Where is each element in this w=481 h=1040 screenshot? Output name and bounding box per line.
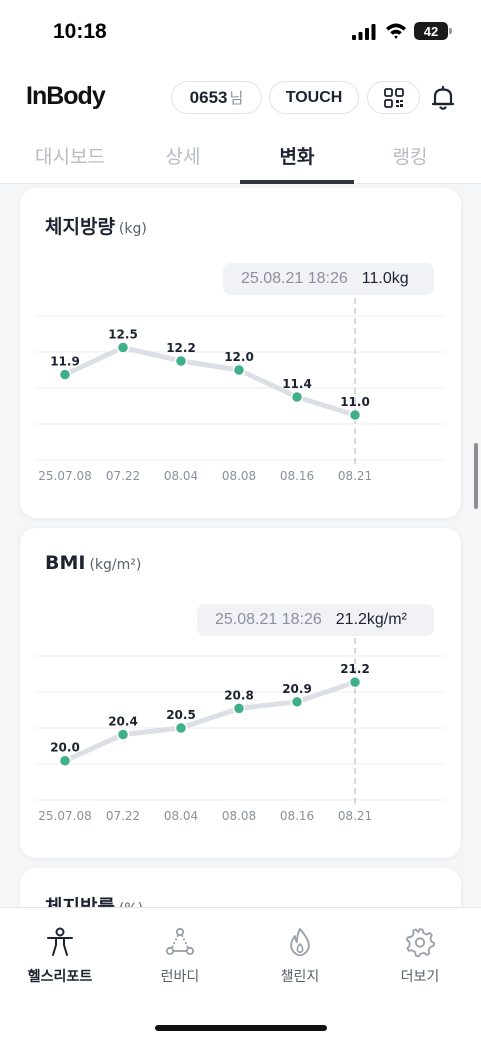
nav-label: 런바디 bbox=[160, 969, 200, 985]
user-id: 0653 bbox=[189, 87, 228, 107]
cellular-signal-icon bbox=[352, 24, 376, 40]
chart-tooltip: 25.08.21 18:26 21.2kg/m² bbox=[197, 604, 434, 636]
tab-bar: 대시보드 상세 변화 랭킹 bbox=[0, 136, 481, 184]
data-point[interactable] bbox=[58, 368, 72, 381]
data-point[interactable] bbox=[116, 341, 130, 354]
battery-tip bbox=[449, 28, 452, 34]
data-point[interactable] bbox=[174, 721, 188, 735]
card-title-unit: (kg) bbox=[118, 221, 147, 237]
qr-button[interactable] bbox=[367, 81, 420, 114]
person-icon bbox=[47, 927, 73, 956]
nav-challenge[interactable]: 챌린지 bbox=[250, 926, 350, 986]
battery-level: 42 bbox=[423, 23, 439, 39]
data-label: 12.2 bbox=[166, 341, 196, 355]
series-line bbox=[62, 679, 358, 764]
app-header: InBody 0653 님 TOUCH 대시보드 상세 변화 랭킹 bbox=[0, 62, 481, 184]
data-point[interactable] bbox=[348, 408, 362, 422]
bottom-nav: 헬스리포트 런바디 챌린지 더보기 bbox=[0, 907, 481, 1040]
data-label: 21.2 bbox=[340, 662, 370, 676]
x-tick-label: 07.22 bbox=[106, 469, 140, 483]
x-tick-label: 08.08 bbox=[222, 469, 256, 483]
card-title: 체지방률 (%) bbox=[45, 892, 143, 907]
chart-tooltip: 25.08.21 18:26 11.0kg bbox=[223, 263, 434, 295]
scrollbar[interactable] bbox=[474, 443, 478, 509]
tooltip-date: 25.08.21 18:26 bbox=[215, 611, 322, 628]
data-point[interactable] bbox=[58, 754, 72, 767]
gear-icon bbox=[405, 928, 435, 958]
nav-label: 헬스리포트 bbox=[27, 969, 93, 985]
nav-label: 더보기 bbox=[400, 969, 440, 985]
nav-runbody[interactable]: 런바디 bbox=[130, 926, 230, 986]
status-time: 10:18 bbox=[53, 20, 107, 43]
data-label: 20.9 bbox=[282, 682, 312, 696]
nav-more[interactable]: 더보기 bbox=[370, 926, 470, 986]
data-point[interactable] bbox=[348, 675, 362, 689]
card-title-unit: (kg/m²) bbox=[89, 557, 142, 573]
wifi-icon bbox=[386, 23, 406, 39]
data-label: 20.8 bbox=[224, 688, 254, 702]
x-tick-label: 25.07.08 bbox=[38, 809, 91, 823]
data-point[interactable] bbox=[232, 702, 246, 715]
data-label: 12.5 bbox=[108, 328, 138, 342]
notification-bell-icon[interactable] bbox=[430, 85, 456, 111]
body-fat-percent-card[interactable]: 체지방률 (%) bbox=[20, 868, 461, 907]
home-indicator bbox=[155, 1025, 327, 1031]
data-label: 20.0 bbox=[50, 741, 80, 755]
status-bar: 10:18 42 bbox=[0, 0, 481, 62]
data-label: 12.0 bbox=[224, 350, 254, 364]
tooltip-date: 25.08.21 18:26 bbox=[241, 270, 348, 287]
card-title-unit: (%) bbox=[119, 901, 143, 907]
data-label: 20.4 bbox=[108, 715, 138, 729]
card-title-text: 체지방량 bbox=[45, 216, 115, 238]
data-label: 11.4 bbox=[282, 377, 312, 391]
bmi-card[interactable]: BMI (kg/m²) 25.08.21 18:26 21.2kg/m² 20.0… bbox=[20, 528, 461, 858]
data-label: 11.0 bbox=[340, 395, 370, 409]
x-tick-label: 08.04 bbox=[164, 469, 198, 483]
flame-icon bbox=[290, 928, 310, 957]
tab-ranking[interactable]: 랭킹 bbox=[392, 146, 428, 168]
user-suffix: 님 bbox=[229, 90, 244, 107]
data-label: 11.9 bbox=[50, 355, 80, 369]
inbody-logo: InBody bbox=[26, 82, 106, 110]
card-title: 체지방량 (kg) bbox=[45, 212, 147, 239]
data-point[interactable] bbox=[232, 363, 246, 377]
tooltip-value: 21.2kg/m² bbox=[335, 611, 407, 628]
active-tab-indicator bbox=[240, 180, 354, 184]
x-tick-label: 08.21 bbox=[338, 469, 372, 483]
card-title: BMI (kg/m²) bbox=[45, 552, 141, 574]
x-tick-label: 07.22 bbox=[106, 809, 140, 823]
tab-dashboard[interactable]: 대시보드 bbox=[35, 146, 105, 168]
nav-health-report[interactable]: 헬스리포트 bbox=[10, 926, 110, 986]
touch-button[interactable]: TOUCH bbox=[269, 81, 359, 114]
body-fat-mass-card[interactable]: 체지방량 (kg) 25.08.21 18:26 11.0kg 11.9 25.07… bbox=[20, 188, 461, 518]
data-label: 20.5 bbox=[166, 708, 196, 722]
card-title-text: 체지방률 bbox=[45, 896, 115, 907]
triangle-nodes-icon bbox=[165, 927, 195, 956]
x-tick-label: 08.04 bbox=[164, 809, 198, 823]
data-point[interactable] bbox=[174, 354, 188, 368]
x-tick-label: 08.08 bbox=[222, 809, 256, 823]
qr-code-icon bbox=[383, 87, 404, 108]
card-title-text: BMI bbox=[45, 552, 86, 574]
series-line bbox=[62, 345, 358, 418]
body-fat-mass-chart[interactable]: 11.9 25.07.08 12.5 07.22 12.2 08.04 12.0 08.08 1… bbox=[20, 188, 461, 518]
data-point[interactable] bbox=[116, 728, 130, 741]
battery-icon: 42 bbox=[414, 22, 448, 40]
x-tick-label: 08.21 bbox=[338, 809, 372, 823]
tab-change[interactable]: 변화 bbox=[279, 146, 315, 168]
x-tick-label: 25.07.08 bbox=[38, 469, 91, 483]
data-point[interactable] bbox=[290, 390, 304, 404]
x-tick-label: 08.16 bbox=[280, 469, 314, 483]
tooltip-value: 11.0kg bbox=[361, 270, 409, 287]
x-tick-label: 08.16 bbox=[280, 809, 314, 823]
content-scroll-area[interactable]: 체지방량 (kg) 25.08.21 18:26 11.0kg 11.9 25.07… bbox=[0, 185, 481, 907]
tab-detail[interactable]: 상세 bbox=[165, 146, 201, 168]
bmi-chart[interactable]: 20.0 25.07.08 20.4 07.22 20.5 08.04 20.8 08.08 2… bbox=[20, 528, 461, 858]
data-point[interactable] bbox=[290, 695, 304, 709]
nav-label: 챌린지 bbox=[280, 969, 320, 985]
user-id-button[interactable]: 0653 님 bbox=[171, 81, 262, 114]
